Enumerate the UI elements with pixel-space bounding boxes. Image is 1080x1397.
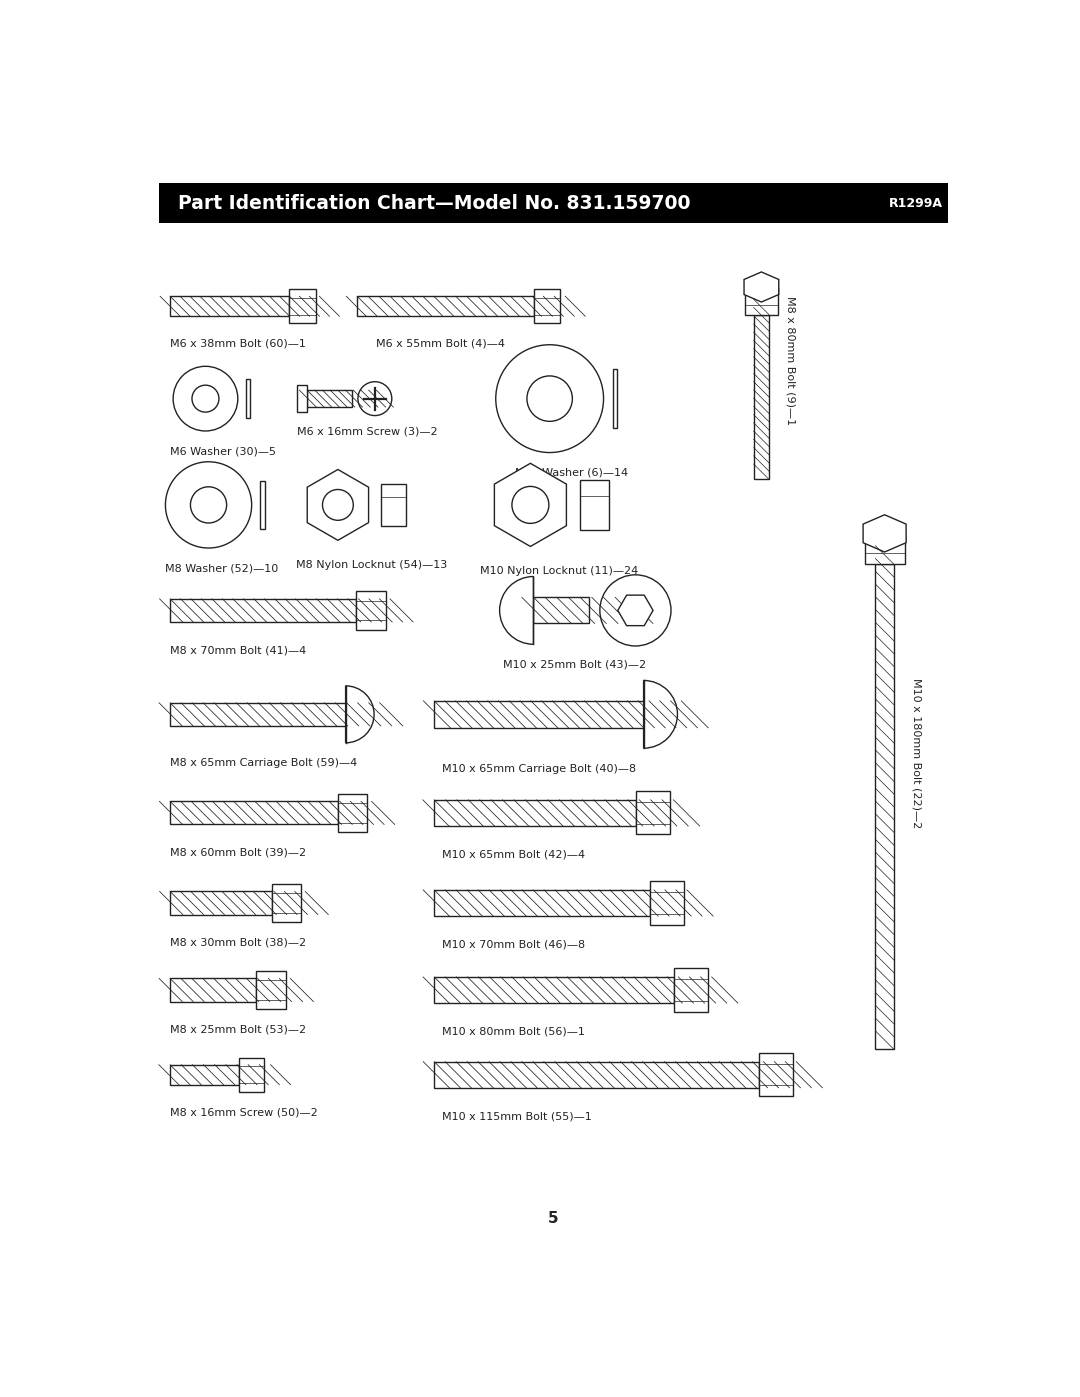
Bar (434, 977, 674, 1003)
Bar (434, 1062, 759, 1088)
Bar (170, 296, 289, 316)
Text: M8 Washer (52)—10: M8 Washer (52)—10 (164, 563, 278, 573)
Bar (159, 183, 948, 224)
Bar (650, 882, 684, 925)
Polygon shape (618, 595, 653, 626)
Bar (876, 564, 894, 1049)
Polygon shape (863, 514, 906, 552)
Bar (256, 971, 285, 1009)
Bar (434, 800, 636, 826)
Polygon shape (307, 469, 368, 541)
Wedge shape (346, 686, 374, 743)
Bar (240, 1058, 264, 1091)
Text: M8 x 30mm Bolt (38)—2: M8 x 30mm Bolt (38)—2 (170, 937, 306, 947)
Text: M10 x 65mm Carriage Bolt (40)—8: M10 x 65mm Carriage Bolt (40)—8 (442, 764, 636, 774)
Bar (260, 481, 265, 528)
Bar (674, 968, 708, 1011)
Bar (381, 483, 406, 527)
Bar (534, 598, 589, 623)
Bar (170, 978, 256, 1002)
Wedge shape (500, 577, 534, 644)
Text: M10 Nylon Locknut (11)—24: M10 Nylon Locknut (11)—24 (481, 566, 638, 576)
Bar (865, 534, 905, 564)
Bar (745, 286, 778, 314)
Bar (636, 791, 670, 834)
Bar (170, 1065, 240, 1084)
Text: 5: 5 (549, 1211, 558, 1227)
Circle shape (173, 366, 238, 432)
Bar (357, 296, 535, 316)
Bar (580, 481, 609, 529)
Text: R1299A: R1299A (889, 197, 943, 210)
Text: M8 x 65mm Carriage Bolt (59)—4: M8 x 65mm Carriage Bolt (59)—4 (170, 759, 357, 768)
Bar (307, 390, 352, 407)
Circle shape (496, 345, 604, 453)
Text: M8 x 80mm Bolt (9)—1: M8 x 80mm Bolt (9)—1 (785, 296, 796, 425)
Circle shape (323, 489, 353, 520)
Bar (272, 884, 301, 922)
Text: M8 x 25mm Bolt (53)—2: M8 x 25mm Bolt (53)—2 (170, 1024, 306, 1035)
Bar (170, 891, 272, 915)
Text: M10 x 70mm Bolt (46)—8: M10 x 70mm Bolt (46)—8 (442, 940, 585, 950)
Bar (434, 890, 650, 916)
Bar (434, 701, 644, 728)
Bar (245, 379, 249, 418)
Text: M8 x 16mm Screw (50)—2: M8 x 16mm Screw (50)—2 (170, 1106, 318, 1118)
Bar (289, 289, 315, 323)
Polygon shape (495, 464, 566, 546)
Text: M8 Nylon Locknut (54)—13: M8 Nylon Locknut (54)—13 (296, 560, 447, 570)
Circle shape (512, 486, 549, 524)
Bar (170, 703, 346, 726)
Circle shape (165, 462, 252, 548)
Bar (535, 289, 561, 323)
Text: M6 x 55mm Bolt (4)—4: M6 x 55mm Bolt (4)—4 (377, 338, 505, 349)
Polygon shape (744, 272, 779, 302)
Bar (338, 793, 367, 833)
Text: M10 x 65mm Bolt (42)—4: M10 x 65mm Bolt (42)—4 (442, 849, 585, 861)
Text: M10 x 25mm Bolt (43)—2: M10 x 25mm Bolt (43)—2 (503, 659, 647, 669)
Text: Part Identification Chart—Model No. 831.159700: Part Identification Chart—Model No. 831.… (178, 194, 690, 212)
Wedge shape (644, 680, 677, 749)
Bar (170, 802, 338, 824)
Bar (754, 314, 769, 479)
Text: M10 x 115mm Bolt (55)—1: M10 x 115mm Bolt (55)—1 (442, 1112, 592, 1122)
Bar (297, 386, 307, 412)
Bar (759, 1053, 793, 1097)
Circle shape (192, 386, 219, 412)
Circle shape (599, 574, 671, 645)
Circle shape (527, 376, 572, 422)
Text: M6 Washer (30)—5: M6 Washer (30)—5 (170, 447, 276, 457)
Text: M8 x 70mm Bolt (41)—4: M8 x 70mm Bolt (41)—4 (170, 645, 307, 655)
Text: M8 x 60mm Bolt (39)—2: M8 x 60mm Bolt (39)—2 (170, 848, 306, 858)
Circle shape (357, 381, 392, 415)
Circle shape (190, 486, 227, 522)
Text: M10 x 180mm Bolt (22)—2: M10 x 180mm Bolt (22)—2 (912, 678, 922, 828)
Text: M6 x 38mm Bolt (60)—1: M6 x 38mm Bolt (60)—1 (170, 338, 306, 349)
Text: M6 x 16mm Screw (3)—2: M6 x 16mm Screw (3)—2 (297, 426, 437, 436)
Bar (356, 591, 386, 630)
Text: M10 Washer (6)—14: M10 Washer (6)—14 (515, 468, 629, 478)
Bar (170, 599, 356, 622)
Text: M10 x 80mm Bolt (56)—1: M10 x 80mm Bolt (56)—1 (442, 1027, 584, 1037)
Bar (612, 369, 618, 429)
